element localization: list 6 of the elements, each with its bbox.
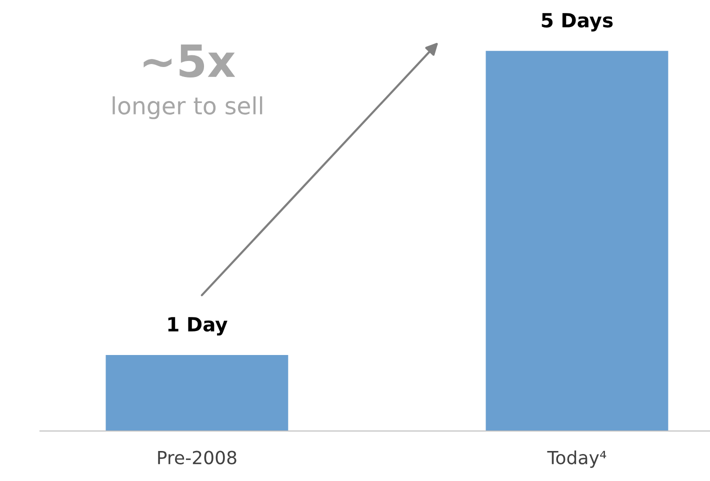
data-label: 1 Day	[168, 317, 228, 336]
annotation: longer to sell	[112, 96, 262, 120]
x-tick-label: Pre-2008	[158, 450, 236, 464]
x-tick-label: Today⁴	[547, 450, 606, 468]
annotation: ~5x	[144, 44, 236, 78]
data-label: 5 Days	[542, 13, 613, 32]
